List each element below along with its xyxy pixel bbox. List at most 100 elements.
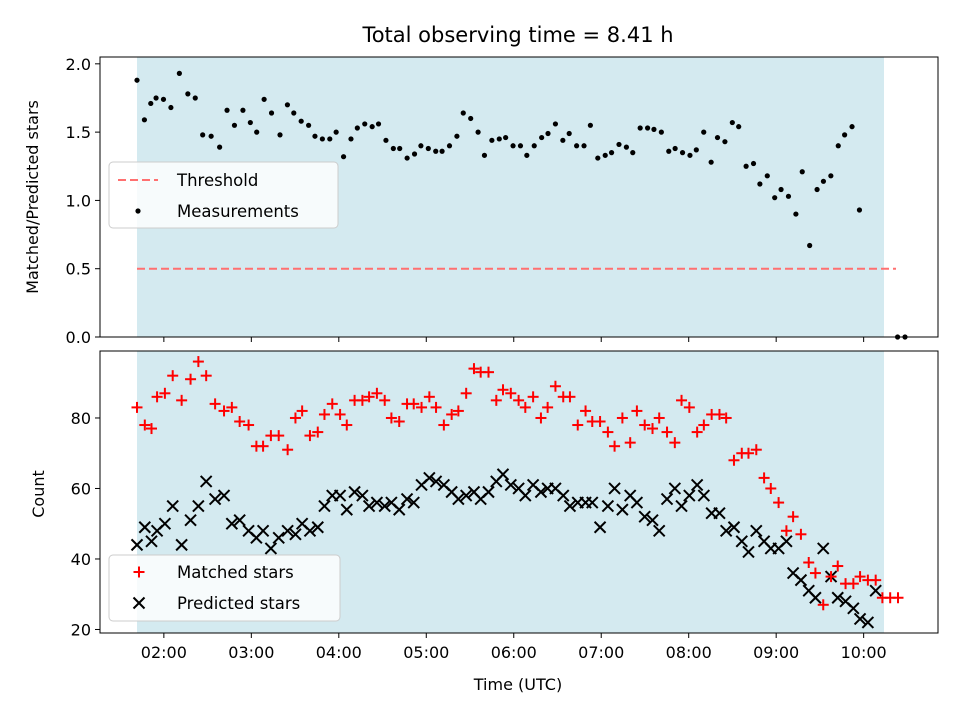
measurement-point: [390, 145, 396, 152]
measurement-point: [630, 150, 636, 156]
y-tick-label: 40: [71, 550, 91, 569]
measurement-point: [168, 104, 174, 111]
measurement-point: [623, 144, 630, 150]
matched-star-point: [549, 380, 561, 392]
measurement-point: [799, 169, 805, 175]
measurement-point: [552, 121, 559, 127]
predicted-star-point: [653, 524, 666, 537]
matched-star-point: [192, 356, 204, 368]
matched-star-point: [289, 412, 301, 424]
predicted-star-point: [184, 513, 197, 527]
measurement-point: [454, 133, 460, 139]
matched-star-point: [200, 370, 212, 382]
matched-star-point: [653, 412, 665, 424]
bottom-y-axis-label: Count: [29, 470, 48, 518]
measurement-point: [757, 181, 763, 187]
measurement-point: [510, 143, 516, 149]
matched-star-point: [176, 394, 188, 406]
measurement-point: [231, 122, 238, 128]
predicted-star-point: [557, 489, 570, 502]
measurement-point: [439, 148, 445, 154]
matched-star-point: [892, 592, 904, 604]
measurement-point: [842, 132, 848, 138]
matched-star-point: [765, 482, 777, 494]
predicted-star-point: [601, 499, 615, 513]
matched-star-point: [452, 405, 464, 417]
matched-star-point: [393, 416, 405, 427]
measurement-point: [828, 173, 834, 179]
x-tick-label: 07:00: [578, 643, 624, 662]
predicted-star-point: [668, 482, 682, 495]
matched-star-point: [758, 472, 770, 484]
measurement-point: [185, 91, 191, 97]
measurement-point: [595, 155, 601, 161]
matched-star-point: [527, 391, 539, 403]
measurement-point: [602, 152, 608, 158]
measurement-point: [268, 110, 275, 116]
matched-star-point: [817, 599, 829, 611]
measurement-point: [856, 207, 863, 213]
predicted-star-point: [630, 496, 644, 509]
matched-star-point: [505, 387, 517, 399]
predicted-stars-points: [130, 468, 882, 629]
predicted-star-point: [318, 499, 331, 513]
measurement-point: [687, 152, 693, 158]
measurement-point: [362, 121, 368, 127]
measurement-point: [539, 134, 545, 141]
matched-star-point: [832, 560, 844, 572]
measurement-point: [348, 136, 354, 142]
measurement-point: [375, 121, 382, 127]
predicted-star-point: [496, 468, 510, 481]
legend-matched-label: Matched stars: [177, 563, 294, 582]
predicted-star-point: [482, 485, 495, 499]
measurement-point: [460, 110, 466, 116]
measurement-point: [261, 96, 267, 102]
measurement-point: [489, 137, 495, 143]
matched-star-point: [131, 401, 143, 413]
measurement-point: [397, 145, 403, 152]
matched-star-point: [460, 387, 472, 399]
matched-star-point: [631, 405, 643, 417]
matched-star-point: [243, 419, 255, 431]
x-tick-label: 02:00: [141, 643, 187, 662]
matched-star-point: [780, 525, 792, 537]
measurement-point: [778, 186, 784, 193]
matched-star-point: [159, 387, 171, 399]
predicted-star-point: [175, 538, 188, 552]
y-tick-label: 80: [71, 409, 91, 428]
measurement-point: [545, 130, 551, 137]
matched-star-point: [341, 419, 353, 431]
predicted-star-point: [660, 492, 674, 506]
measurement-point: [306, 122, 312, 128]
predicted-star-point: [348, 485, 361, 499]
matched-star-point: [167, 370, 179, 382]
matched-star-point: [572, 419, 584, 431]
measurement-point: [411, 151, 418, 157]
predicted-star-point: [289, 528, 302, 541]
bottom-legend: Matched stars Predicted stars: [108, 554, 341, 622]
matched-star-point: [609, 440, 621, 452]
predicted-star-point: [158, 517, 172, 530]
matched-star-point: [750, 444, 762, 456]
measurement-point: [481, 152, 488, 158]
matched-star-point: [146, 423, 158, 435]
predicted-star-point: [166, 499, 179, 513]
measurement-point: [217, 144, 223, 150]
matched-star-point: [438, 419, 450, 431]
predicted-star-point: [281, 524, 294, 537]
measurement-point: [581, 143, 587, 149]
measurement-point: [658, 129, 664, 135]
measurement-point: [616, 141, 622, 148]
measurement-point: [418, 143, 424, 149]
measurement-point: [651, 126, 657, 132]
predicted-star-point: [735, 535, 748, 548]
measurement-points: [134, 70, 908, 340]
x-tick-label: 05:00: [403, 643, 449, 662]
matched-star-point: [482, 366, 494, 378]
y-tick-label: 60: [71, 479, 91, 498]
measurement-point: [333, 129, 339, 135]
predicted-star-point: [713, 506, 726, 520]
measurement-point: [153, 95, 159, 101]
y-tick-label: 0.0: [66, 328, 91, 347]
